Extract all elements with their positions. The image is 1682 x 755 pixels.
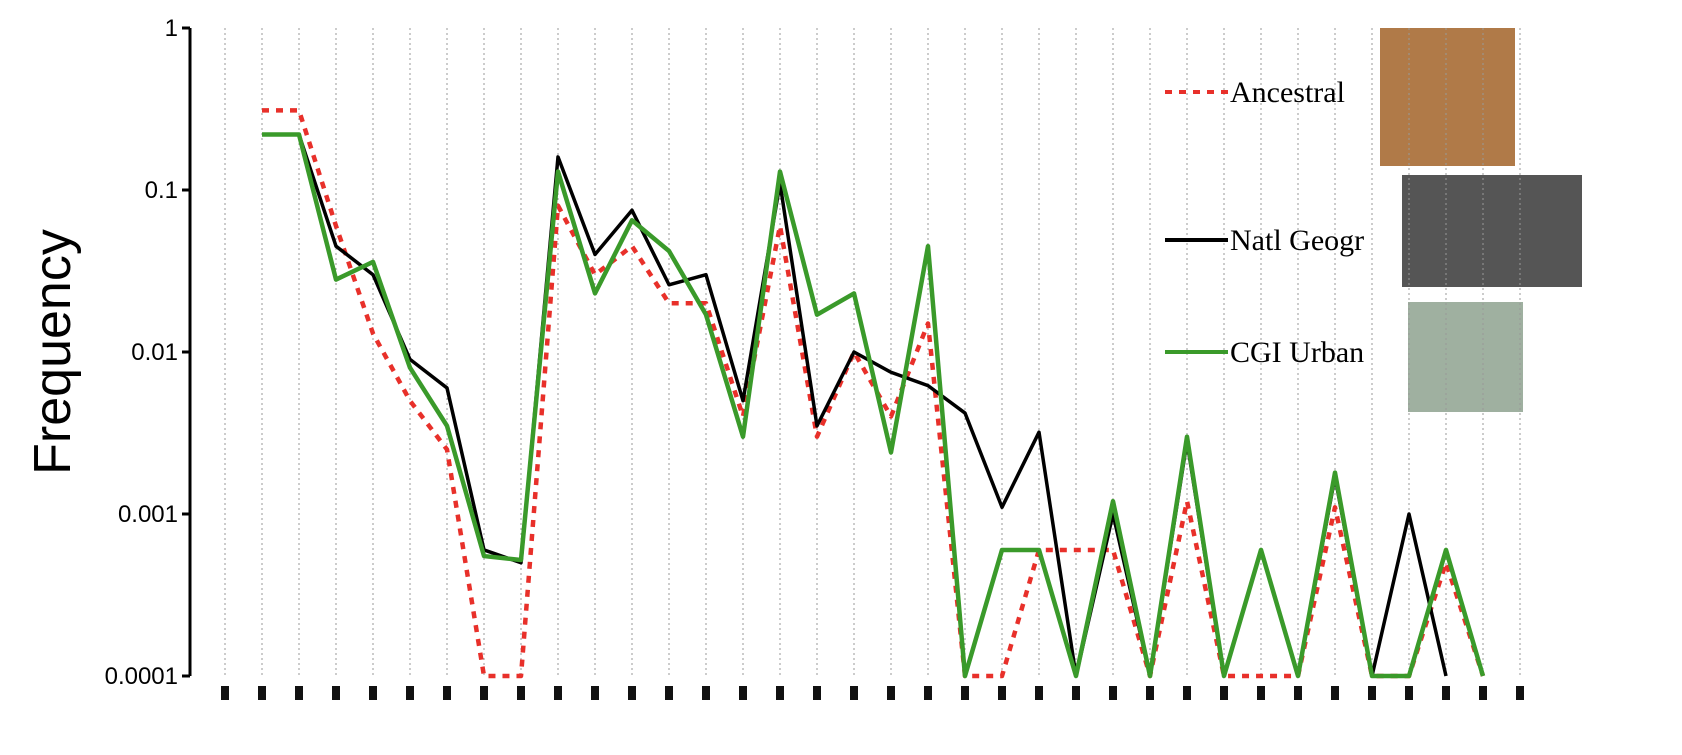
x-glyph: [702, 686, 710, 700]
x-glyph: [1220, 686, 1228, 700]
x-glyph: [1479, 686, 1487, 700]
line-series: [262, 108, 1486, 679]
legend-label: Ancestral: [1230, 76, 1345, 109]
x-glyph: [739, 686, 747, 700]
x-glyph: [1516, 686, 1524, 700]
line-series: [262, 132, 1486, 679]
x-glyph: [295, 686, 303, 700]
x-glyph: [1072, 686, 1080, 700]
x-glyph: [221, 686, 229, 700]
x-glyph: [961, 686, 969, 700]
x-glyph: [1405, 686, 1413, 700]
x-glyph: [776, 686, 784, 700]
x-glyph: [369, 686, 377, 700]
x-glyph: [1442, 686, 1450, 700]
y-tick-label: 0.01: [131, 339, 178, 366]
legend-image: [1380, 28, 1515, 166]
x-glyph: [1183, 686, 1191, 700]
x-glyph: [1035, 686, 1043, 700]
x-glyph: [1294, 686, 1302, 700]
x-glyph: [1146, 686, 1154, 700]
x-glyph: [480, 686, 488, 700]
legend-label: Natl Geogr: [1230, 224, 1364, 257]
x-glyph: [813, 686, 821, 700]
x-glyph: [591, 686, 599, 700]
x-glyph: [258, 686, 266, 700]
x-glyph: [1257, 686, 1265, 700]
x-glyph: [1331, 686, 1339, 700]
x-glyph: [998, 686, 1006, 700]
x-glyph: [887, 686, 895, 700]
x-glyph: [665, 686, 673, 700]
legend-image: [1408, 302, 1523, 412]
x-glyph: [406, 686, 414, 700]
y-axis-label: Frequency: [24, 229, 82, 475]
legend-label: CGI Urban: [1230, 336, 1364, 369]
y-tick-label: 0.0001: [105, 663, 178, 690]
y-tick-label: 0.1: [145, 177, 178, 204]
x-glyph: [443, 686, 451, 700]
y-tick-label: 0.001: [118, 501, 178, 528]
x-glyph: [628, 686, 636, 700]
x-glyph: [924, 686, 932, 700]
legend-image: [1402, 175, 1582, 287]
x-glyph: [517, 686, 525, 700]
x-glyph: [332, 686, 340, 700]
y-tick-label: 1: [165, 15, 178, 42]
x-glyph: [1109, 686, 1117, 700]
x-glyph: [1368, 686, 1376, 700]
x-glyph: [554, 686, 562, 700]
x-glyph: [850, 686, 858, 700]
